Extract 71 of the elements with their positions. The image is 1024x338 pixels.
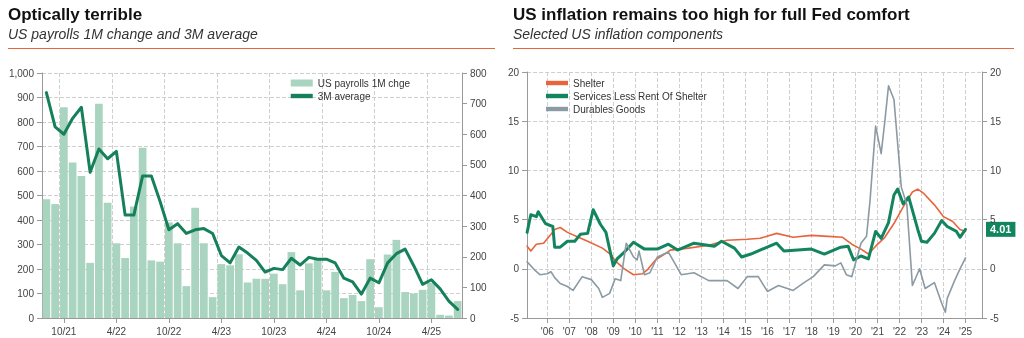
y2-tick-label: 20 [990,66,1002,78]
y2-tick-label: 300 [470,220,488,232]
y2-tick-label: -5 [990,312,1000,324]
x-tick-label: 10/21 [51,325,77,337]
y2-tick-label: 15 [990,115,1002,127]
y-tick-label: 400 [17,214,35,226]
y2-tick-label: 600 [470,128,488,140]
legend-label: 3M average [317,90,371,102]
chart-title: Optically terrible [8,4,144,25]
y2-tick-label: 400 [470,190,488,201]
y-tick-label: 200 [17,263,35,275]
x-tick-label: '19 [826,325,841,337]
x-tick-label: '20 [848,325,863,337]
chart-subtitle: Selected US inflation components [513,25,725,44]
y2-tick-label: 700 [470,98,488,110]
y-tick-label: 15 [508,115,520,127]
legend-label: US payrolls 1M chge [317,77,411,89]
x-tick-label: '22 [892,325,907,337]
x-tick-label: '07 [562,325,577,337]
x-tick-label: '15 [738,325,753,337]
legend-label: Services Less Rent Of Shelter [573,90,708,102]
y-tick-label: 0 [28,312,35,324]
legend-label: Durables Goods [573,103,646,115]
y-tick-label: 10 [508,164,520,176]
y-tick-label: 500 [17,190,35,201]
x-tick-label: '21 [870,325,885,337]
y-tick-label: 1,000 [8,67,35,79]
x-tick-label: '08 [584,325,599,337]
x-tick-label: '13 [694,325,709,337]
y-tick-label: 0 [513,263,520,275]
x-tick-label: 10/23 [261,325,287,337]
x-tick-label: 4/24 [316,325,337,337]
x-tick-label: 10/22 [156,325,182,337]
legend-label: Shelter [573,77,606,89]
annotation: 4.01 [990,223,1012,236]
y2-tick-label: 0 [470,312,476,324]
y2-tick-label: 5 [990,214,996,226]
x-tick-label: '09 [606,325,621,337]
x-tick-label: '24 [936,325,951,337]
y2-tick-label: 500 [470,159,488,171]
y-tick-label: 100 [17,288,35,299]
x-tick-label: '11 [651,325,664,337]
y2-tick-label: 100 [470,281,488,293]
x-tick-label: '25 [958,325,973,337]
y-tick-label: 20 [508,66,520,78]
y-tick-label: 900 [17,92,35,103]
y-tick-label: 700 [17,141,35,152]
chart-title: US inflation remains too high for full Fed comfort [513,4,911,25]
y-tick-label: -5 [510,312,520,324]
line-series [44,91,460,311]
y-tick-label: 5 [513,214,520,226]
x-tick-label: '16 [760,325,775,337]
y-tick-label: 600 [17,165,35,177]
x-tick-label: '14 [716,325,731,337]
x-tick-label: 4/22 [106,325,127,337]
x-tick-label: '17 [782,325,797,337]
x-tick-label: '12 [672,325,687,337]
y2-tick-label: 10 [990,164,1002,176]
y-tick-label: 800 [17,116,35,128]
x-tick-label: '10 [628,325,643,337]
x-tick-label: 4/25 [421,325,442,337]
x-tick-label: 10/24 [366,325,392,337]
x-tick-label: '18 [804,325,819,337]
y2-tick-label: 0 [990,263,996,275]
x-tick-label: '06 [540,325,555,337]
y2-tick-label: 800 [470,67,488,79]
chart-subtitle: US payrolls 1M change and 3M average [8,25,259,44]
y-tick-label: 300 [17,239,35,250]
x-tick-label: 4/23 [211,325,232,337]
y2-tick-label: 200 [470,251,488,263]
x-tick-label: '23 [914,325,929,337]
